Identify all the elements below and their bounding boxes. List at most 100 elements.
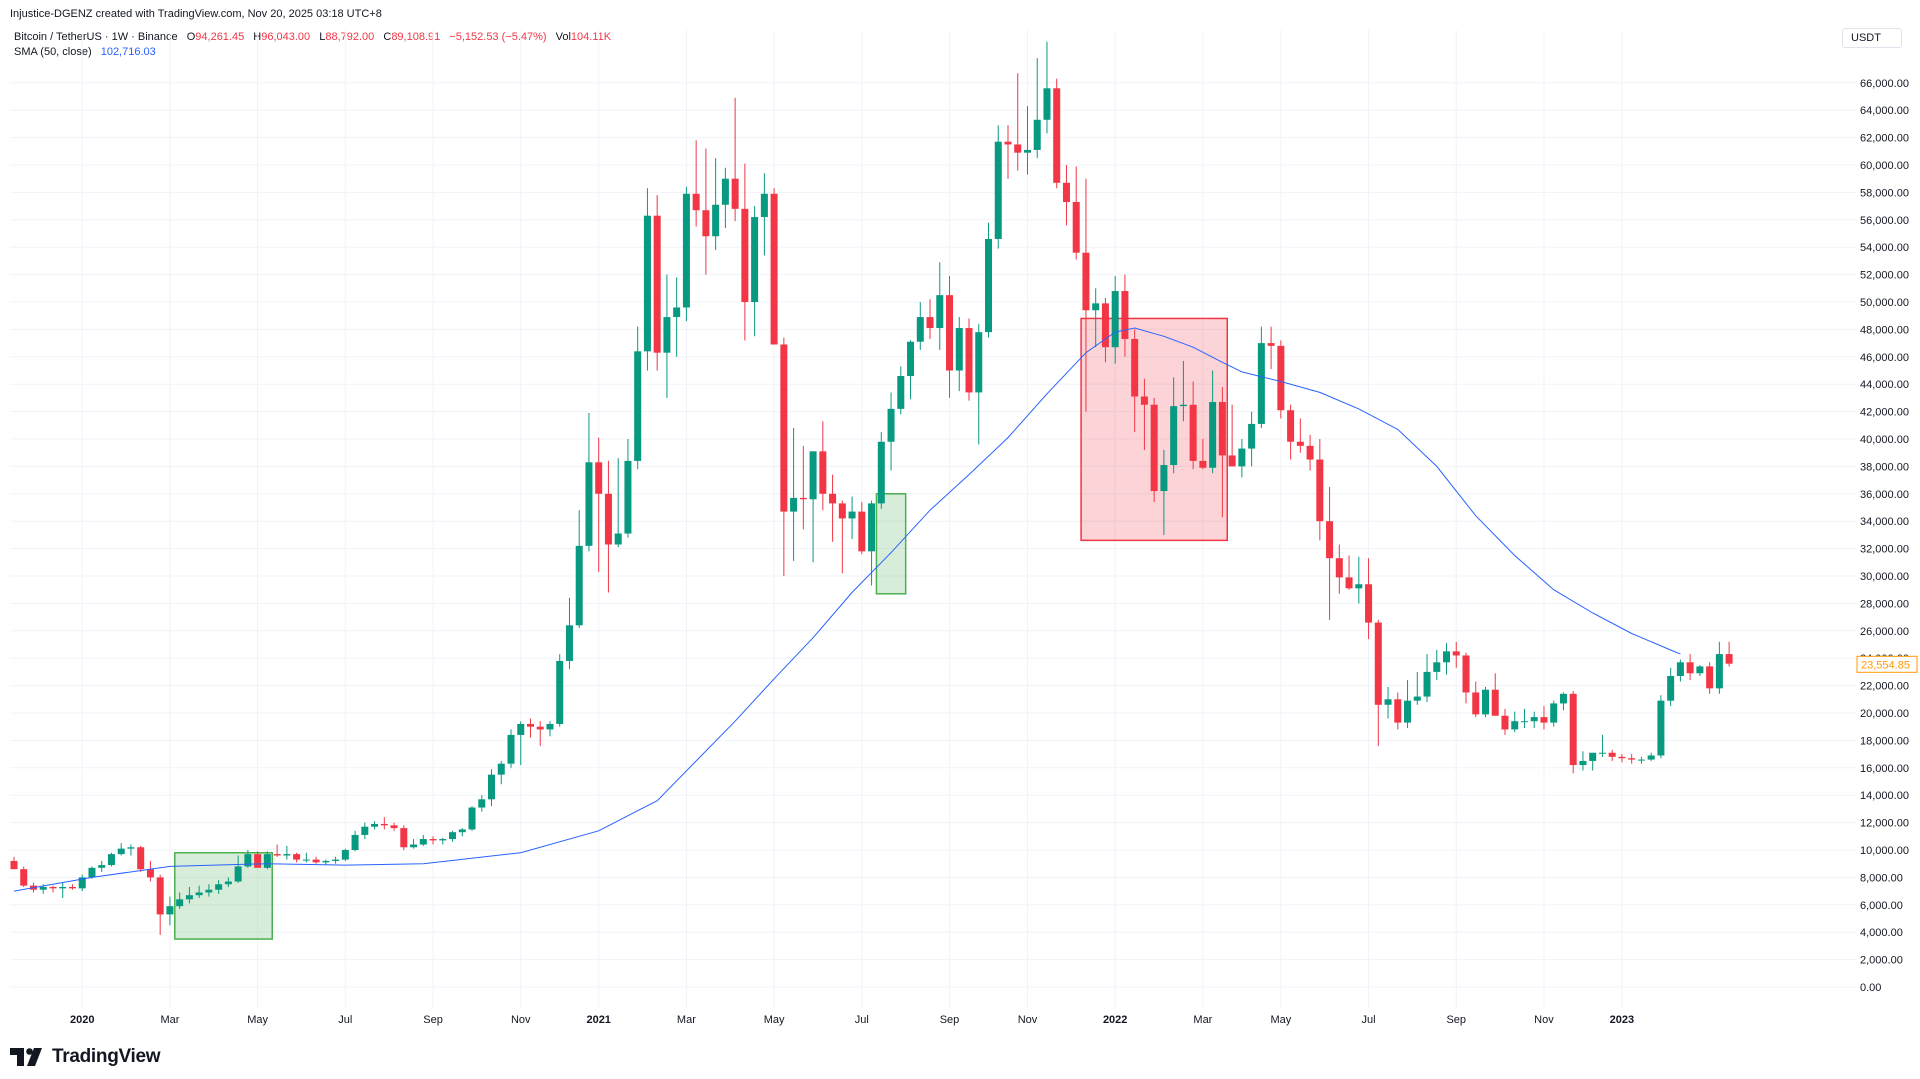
candle-body[interactable] <box>1433 662 1441 672</box>
candle-body[interactable] <box>88 867 96 878</box>
candle-body[interactable] <box>146 869 154 878</box>
candle-body[interactable] <box>1569 693 1577 766</box>
candle-body[interactable] <box>809 451 817 500</box>
candle-body[interactable] <box>955 328 963 371</box>
candle-body[interactable] <box>488 774 496 800</box>
candle-body[interactable] <box>1550 703 1558 723</box>
candle-body[interactable] <box>341 850 349 860</box>
candle-body[interactable] <box>546 723 554 730</box>
candle-body[interactable] <box>1384 699 1392 705</box>
candle-body[interactable] <box>536 726 544 730</box>
candle-body[interactable] <box>1296 441 1304 446</box>
candle-body[interactable] <box>1676 662 1684 677</box>
candle-body[interactable] <box>1033 119 1041 150</box>
candle-body[interactable] <box>1326 521 1334 559</box>
candle-body[interactable] <box>673 307 681 318</box>
candle-body[interactable] <box>429 839 437 841</box>
candle-body[interactable] <box>799 497 807 500</box>
candle-body[interactable] <box>458 829 466 833</box>
candle-body[interactable] <box>838 503 846 519</box>
candle-body[interactable] <box>965 328 973 393</box>
candle-body[interactable] <box>10 860 18 870</box>
candle-body[interactable] <box>1452 651 1460 656</box>
candle-body[interactable] <box>1413 696 1421 701</box>
candle-body[interactable] <box>1715 654 1723 689</box>
candle-body[interactable] <box>1121 291 1129 339</box>
candle-body[interactable] <box>1218 402 1226 456</box>
candle-body[interactable] <box>1199 460 1207 468</box>
candle-body[interactable] <box>1618 756 1626 759</box>
candle-body[interactable] <box>351 834 359 850</box>
candle-body[interactable] <box>604 493 612 545</box>
candle-body[interactable] <box>643 215 651 352</box>
candle-body[interactable] <box>1345 577 1353 589</box>
candle-body[interactable] <box>195 892 203 896</box>
candle-body[interactable] <box>1170 406 1178 466</box>
candle-body[interactable] <box>858 511 866 552</box>
candle-body[interactable] <box>1647 755 1655 760</box>
candle-body[interactable] <box>848 511 856 519</box>
candle-body[interactable] <box>780 344 788 512</box>
candle-body[interactable] <box>273 854 281 856</box>
candle-body[interactable] <box>770 193 778 345</box>
candle-body[interactable] <box>1443 651 1451 663</box>
candle-body[interactable] <box>916 317 924 342</box>
indicator-legend-row[interactable]: SMA (50, close) 102,716.03 <box>14 45 611 60</box>
candle-body[interactable] <box>283 854 291 856</box>
candle-body[interactable] <box>712 204 720 237</box>
candle-body[interactable] <box>575 545 583 626</box>
candle-body[interactable] <box>877 441 885 504</box>
candle-body[interactable] <box>936 295 944 329</box>
candle-body[interactable] <box>1287 410 1295 442</box>
candle-body[interactable] <box>1501 715 1509 730</box>
candle-body[interactable] <box>205 889 213 893</box>
candle-body[interactable] <box>117 848 125 855</box>
candle-body[interactable] <box>449 832 457 840</box>
candle-body[interactable] <box>790 497 798 512</box>
candle-body[interactable] <box>653 215 661 353</box>
candle-body[interactable] <box>985 238 992 333</box>
candle-body[interactable] <box>254 854 262 868</box>
candle-body[interactable] <box>692 193 700 211</box>
candle-body[interactable] <box>224 881 232 885</box>
candle-body[interactable] <box>1608 752 1616 757</box>
candle-body[interactable] <box>380 823 388 826</box>
candle-body[interactable] <box>1404 700 1412 723</box>
candle-body[interactable] <box>1053 88 1061 183</box>
candle-body[interactable] <box>1316 459 1324 522</box>
candle-body[interactable] <box>1462 655 1470 693</box>
candle-body[interactable] <box>1062 182 1070 202</box>
candle-body[interactable] <box>1706 666 1714 689</box>
candle-body[interactable] <box>926 317 934 329</box>
symbol-legend-row[interactable]: Bitcoin / TetherUS · 1W · Binance O94,26… <box>14 30 611 45</box>
candle-body[interactable] <box>1667 676 1675 701</box>
candle-body[interactable] <box>293 854 301 860</box>
candle-body[interactable] <box>751 217 759 302</box>
candle-body[interactable] <box>1598 752 1606 754</box>
candle-body[interactable] <box>59 886 67 889</box>
candle-body[interactable] <box>166 906 174 915</box>
candle-body[interactable] <box>819 451 827 494</box>
candle-body[interactable] <box>994 141 1002 239</box>
candle-body[interactable] <box>1696 666 1704 674</box>
candle-body[interactable] <box>1491 689 1499 716</box>
candle-body[interactable] <box>634 351 642 461</box>
candle-body[interactable] <box>361 826 369 835</box>
candle-body[interactable] <box>39 886 47 890</box>
candle-body[interactable] <box>907 341 915 376</box>
candle-body[interactable] <box>137 847 145 870</box>
candle-body[interactable] <box>702 210 710 237</box>
candle-body[interactable] <box>1014 144 1022 153</box>
candle-body[interactable] <box>1423 671 1431 697</box>
currency-selector[interactable]: USDT <box>1842 28 1902 48</box>
candle-body[interactable] <box>1101 303 1109 348</box>
candle-body[interactable] <box>1725 654 1733 664</box>
candle-body[interactable] <box>1131 338 1139 397</box>
sma-line[interactable] <box>13 327 1681 892</box>
candle-body[interactable] <box>332 859 340 861</box>
candle-body[interactable] <box>322 860 330 863</box>
candle-body[interactable] <box>1540 717 1548 723</box>
candle-body[interactable] <box>614 533 622 545</box>
candle-body[interactable] <box>1511 721 1519 730</box>
